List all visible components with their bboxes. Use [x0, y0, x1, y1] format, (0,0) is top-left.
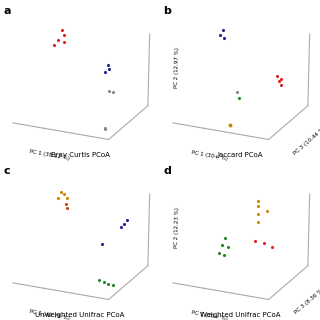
X-axis label: PC 1 (30+ %): PC 1 (30+ %) — [191, 310, 228, 320]
X-axis label: PC 1 (30+ %): PC 1 (30+ %) — [191, 150, 228, 161]
Y-axis label: PC 3 (8.36 %): PC 3 (8.36 %) — [294, 287, 320, 315]
X-axis label: PC 1 (42.75 %): PC 1 (42.75 %) — [29, 309, 70, 320]
Text: b: b — [163, 6, 171, 16]
Text: Jaccard PCoA: Jaccard PCoA — [217, 152, 263, 158]
Text: c: c — [3, 166, 10, 176]
Y-axis label: PC 3 (10.44 %): PC 3 (10.44 %) — [293, 126, 320, 156]
X-axis label: PC 1 (38.12 %): PC 1 (38.12 %) — [29, 149, 70, 161]
Text: Unweighted Unifrac PCoA: Unweighted Unifrac PCoA — [35, 312, 125, 318]
Text: Weighted Unifrac PCoA: Weighted Unifrac PCoA — [200, 312, 280, 318]
Text: Bray Curtis PCoA: Bray Curtis PCoA — [51, 152, 109, 158]
Text: d: d — [163, 166, 171, 176]
Text: a: a — [3, 6, 11, 16]
